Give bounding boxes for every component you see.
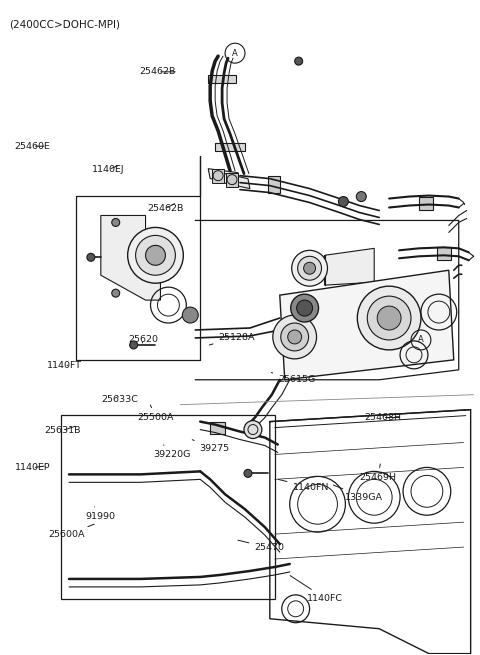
Circle shape <box>377 306 401 330</box>
Polygon shape <box>220 173 250 189</box>
Text: 25128A: 25128A <box>209 333 255 345</box>
Text: 25620: 25620 <box>128 335 158 344</box>
Text: 25500A: 25500A <box>137 405 174 422</box>
Circle shape <box>182 307 198 323</box>
Text: 1339GA: 1339GA <box>333 485 383 502</box>
Circle shape <box>281 323 309 351</box>
Circle shape <box>87 253 95 261</box>
Bar <box>268 176 280 193</box>
Text: A: A <box>418 335 424 345</box>
Circle shape <box>288 330 301 344</box>
Text: 1140EP: 1140EP <box>15 463 50 472</box>
Circle shape <box>130 341 138 349</box>
Text: 91990: 91990 <box>85 507 115 521</box>
Text: 25462B: 25462B <box>147 204 183 214</box>
Text: A: A <box>232 48 238 58</box>
Text: 39275: 39275 <box>192 440 229 453</box>
Text: 25470: 25470 <box>238 540 284 552</box>
Circle shape <box>112 219 120 227</box>
Bar <box>61 415 275 599</box>
Circle shape <box>298 256 322 280</box>
Polygon shape <box>101 215 160 300</box>
Polygon shape <box>280 271 454 380</box>
Circle shape <box>357 286 421 350</box>
Circle shape <box>244 421 262 439</box>
Circle shape <box>338 196 348 206</box>
Bar <box>210 422 225 434</box>
Text: 25462B: 25462B <box>140 67 176 77</box>
Circle shape <box>295 57 302 65</box>
Text: 25600A: 25600A <box>48 524 94 540</box>
Text: 25615G: 25615G <box>271 373 315 384</box>
Circle shape <box>136 235 175 275</box>
Polygon shape <box>324 248 374 285</box>
Text: 25469H: 25469H <box>360 464 396 482</box>
Circle shape <box>297 300 312 316</box>
Circle shape <box>128 227 183 283</box>
Bar <box>437 248 451 260</box>
Circle shape <box>244 470 252 477</box>
Circle shape <box>356 191 366 202</box>
Bar <box>215 143 245 151</box>
Bar <box>208 75 236 83</box>
Circle shape <box>291 294 319 322</box>
Circle shape <box>367 296 411 340</box>
Text: 1140EJ: 1140EJ <box>92 165 125 174</box>
Bar <box>226 173 238 187</box>
Text: 39220G: 39220G <box>153 445 191 459</box>
Text: 1140FT: 1140FT <box>47 361 82 370</box>
Circle shape <box>292 250 327 286</box>
Text: 25460E: 25460E <box>15 141 50 151</box>
Text: 1140FN: 1140FN <box>278 479 329 492</box>
Text: 1140FC: 1140FC <box>290 576 343 603</box>
Circle shape <box>145 246 166 265</box>
Circle shape <box>304 262 315 274</box>
Text: 25633C: 25633C <box>102 395 139 403</box>
Text: (2400CC>DOHC-MPI): (2400CC>DOHC-MPI) <box>9 19 120 29</box>
Circle shape <box>112 289 120 297</box>
Text: 25631B: 25631B <box>44 426 81 435</box>
Circle shape <box>273 315 316 359</box>
Bar <box>419 196 433 210</box>
Text: 25468H: 25468H <box>364 413 401 422</box>
Polygon shape <box>208 169 240 183</box>
Bar <box>212 169 224 183</box>
